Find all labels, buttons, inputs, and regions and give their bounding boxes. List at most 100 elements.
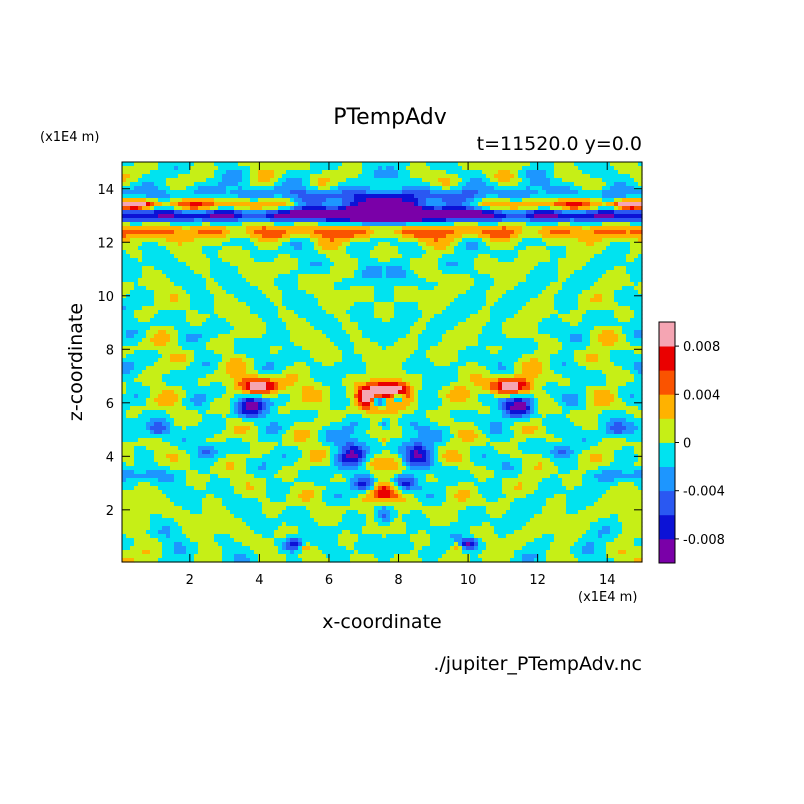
contour-cell [258,554,287,559]
contour-cell [590,338,599,343]
contour-cell [630,230,643,235]
contour-cell [266,414,319,419]
contour-cell [582,474,595,479]
contour-cell [242,222,275,227]
contour-cell [234,410,239,415]
contour-cell [578,322,643,327]
contour-cell [462,178,471,183]
contour-cell [574,162,611,167]
x-tick-label: 8 [394,573,402,588]
contour-cell [626,410,643,415]
contour-cell [394,298,455,303]
contour-cell [622,522,643,527]
contour-cell [194,486,207,491]
contour-cell [366,482,371,487]
contour-cell [402,266,411,271]
contour-cell [346,546,355,551]
contour-cell [418,306,447,311]
contour-cell [582,534,599,539]
contour-cell [566,414,599,419]
contour-cell [470,394,479,399]
contour-cell [170,298,179,303]
contour-cell [386,398,395,403]
contour-cell [502,426,511,431]
contour-cell [246,522,283,527]
contour-cell [554,306,579,311]
contour-cell [562,438,583,443]
contour-cell [570,186,583,191]
contour-cell [630,222,643,227]
contour-cell [638,486,643,491]
contour-cell [482,538,535,543]
contour-cell [546,286,563,291]
contour-cell [522,426,539,431]
contour-cell [282,466,311,471]
contour-cell [194,354,223,359]
contour-cell [366,462,371,467]
contour-cell [170,186,187,191]
contour-cell [610,462,635,467]
contour-cell [638,406,643,411]
contour-cell [154,342,167,347]
contour-cell [578,454,591,459]
contour-cell [626,382,643,387]
contour-cell [326,502,351,507]
contour-cell [422,218,447,223]
contour-cell [450,382,475,387]
contour-cell [230,482,247,487]
contour-cell [250,390,271,395]
contour-cell [526,378,535,383]
contour-cell [526,410,531,415]
contour-cell [618,534,643,539]
contour-cell [366,450,371,455]
contour-cell [558,262,587,267]
contour-cell [330,446,339,451]
contour-cell [122,198,147,203]
contour-cell [198,470,211,475]
contour-cell [374,458,395,463]
contour-cell [298,258,331,263]
contour-cell [550,206,563,211]
contour-cell [490,314,515,319]
contour-cell [414,202,419,207]
contour-cell [622,330,635,335]
contour-cell [330,266,359,271]
contour-cell [222,558,235,563]
contour-cell [470,558,483,563]
contour-cell [326,454,331,459]
contour-cell [486,302,495,307]
contour-cell [446,498,459,503]
contour-cell [202,274,211,279]
contour-cell [406,386,411,391]
contour-cell [250,254,279,259]
contour-cell [522,430,535,435]
contour-cell [230,402,235,407]
contour-cell [418,394,439,399]
contour-cell [234,214,243,219]
contour-cell [586,506,643,511]
contour-cell [342,514,367,519]
contour-cell [286,202,295,207]
contour-cell [430,346,467,351]
contour-cell [430,426,451,431]
contour-cell [626,194,643,199]
contour-cell [122,482,139,487]
contour-cell [478,538,483,543]
contour-cell [490,390,499,395]
contour-cell [282,510,311,515]
contour-cell [238,162,311,167]
contour-cell [466,386,483,391]
contour-cell [490,238,511,243]
contour-cell [446,170,483,175]
contour-cell [582,338,591,343]
contour-cell [406,358,431,363]
contour-cell [122,182,131,187]
contour-cell [266,402,275,407]
contour-cell [362,390,399,395]
contour-cell [426,530,471,535]
contour-cell [430,542,455,547]
contour-cell [130,254,143,259]
contour-cell [434,494,447,499]
contour-cell [438,458,447,463]
